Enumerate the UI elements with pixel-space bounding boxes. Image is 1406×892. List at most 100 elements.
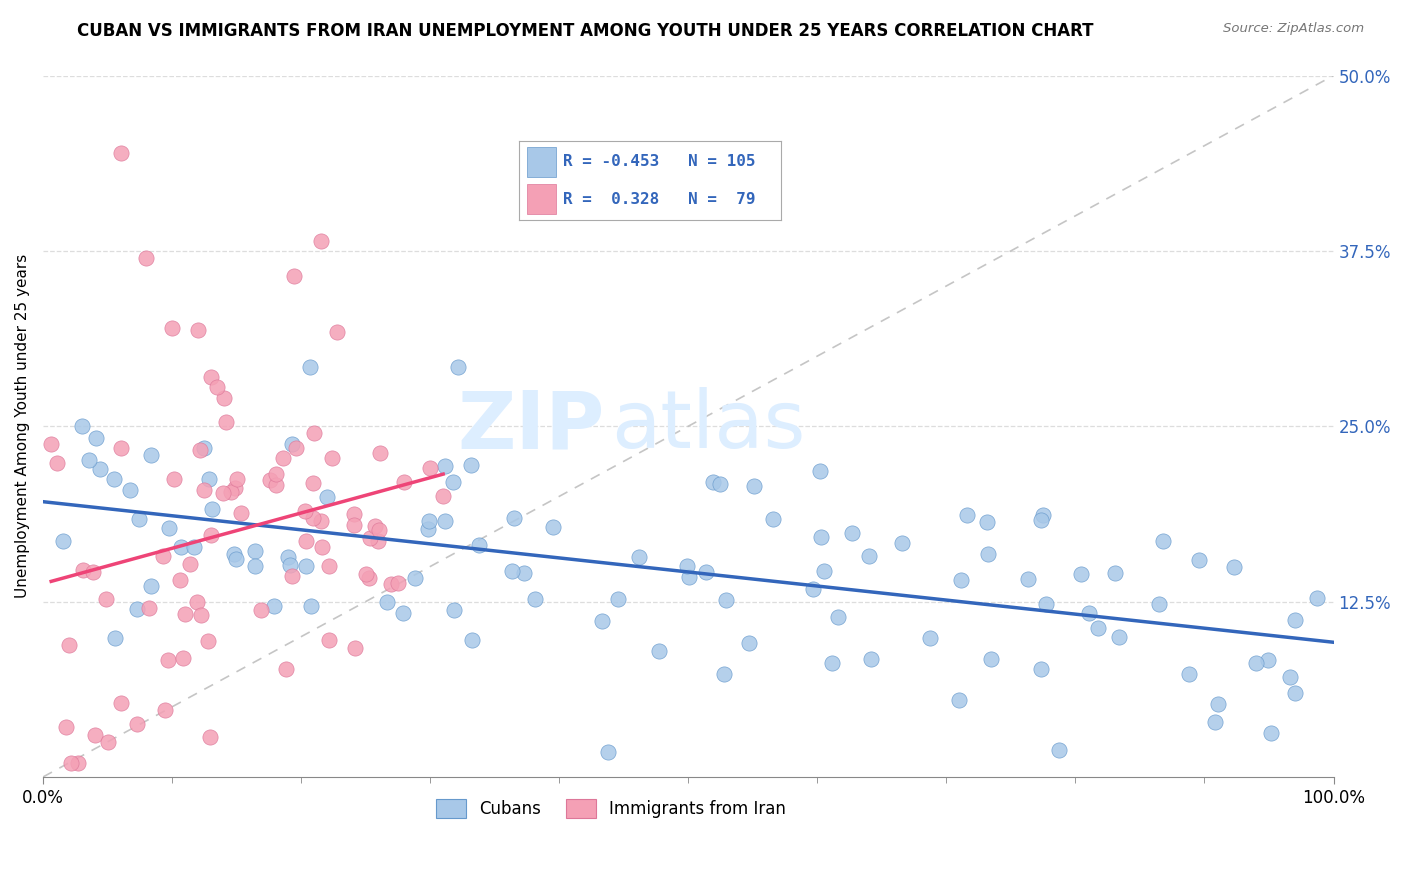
Point: [302, 425, 325, 440]
Point: [200, 370, 222, 384]
Point: [316, 490, 339, 504]
Point: [283, 268, 305, 283]
Point: [1070, 567, 1092, 582]
Point: [1244, 656, 1267, 670]
Point: [363, 519, 385, 533]
Point: [128, 511, 150, 525]
Point: [264, 478, 287, 492]
Point: [245, 558, 267, 573]
Point: [298, 359, 321, 374]
Point: [193, 441, 215, 455]
Point: [193, 483, 215, 497]
Point: [226, 472, 249, 486]
Point: [1047, 742, 1070, 756]
Point: [858, 549, 880, 563]
Text: R =  0.328   N =  79: R = 0.328 N = 79: [564, 192, 756, 207]
Point: [153, 703, 176, 717]
Point: [157, 653, 180, 667]
Point: [89, 462, 111, 476]
Point: [271, 451, 294, 466]
Point: [801, 582, 824, 596]
Point: [59, 756, 82, 770]
Point: [433, 459, 456, 474]
Point: [160, 321, 183, 335]
Point: [198, 472, 221, 486]
Point: [1087, 621, 1109, 635]
Point: [172, 651, 194, 665]
Point: [285, 442, 308, 456]
Point: [55, 720, 77, 734]
Point: [810, 531, 832, 545]
Point: [503, 510, 526, 524]
Point: [1278, 670, 1301, 684]
Point: [1204, 714, 1226, 729]
Point: [318, 633, 340, 648]
Point: [343, 507, 366, 521]
Point: [197, 634, 219, 648]
Point: [163, 472, 186, 486]
Point: [200, 527, 222, 541]
Point: [744, 479, 766, 493]
Point: [170, 541, 193, 555]
Point: [841, 526, 863, 541]
Point: [198, 730, 221, 744]
Point: [249, 603, 271, 617]
Point: [1029, 662, 1052, 676]
Point: [94, 592, 117, 607]
Point: [891, 536, 914, 550]
Point: [245, 544, 267, 558]
Point: [211, 486, 233, 500]
Point: [501, 564, 523, 578]
Point: [1032, 508, 1054, 523]
Point: [103, 472, 125, 486]
Point: [513, 566, 536, 580]
Point: [443, 603, 465, 617]
Point: [259, 473, 281, 487]
Point: [139, 579, 162, 593]
Point: [215, 416, 238, 430]
Point: [678, 570, 700, 584]
Point: [813, 564, 835, 578]
Point: [120, 483, 142, 498]
Point: [309, 514, 332, 528]
Point: [762, 512, 785, 526]
Point: [949, 573, 972, 587]
Point: [1306, 591, 1329, 606]
Point: [523, 591, 546, 606]
Point: [277, 549, 299, 564]
Point: [1188, 553, 1211, 567]
Point: [45, 457, 67, 471]
Point: [190, 607, 212, 622]
Point: [980, 651, 1002, 665]
Point: [280, 558, 302, 572]
Point: [359, 571, 381, 585]
Point: [976, 515, 998, 529]
Point: [1035, 597, 1057, 611]
Point: [321, 451, 343, 466]
Point: [83, 728, 105, 742]
Point: [432, 489, 454, 503]
Point: [205, 380, 228, 394]
Point: [157, 521, 180, 535]
Point: [302, 476, 325, 491]
Point: [183, 540, 205, 554]
Point: [977, 547, 1000, 561]
Point: [135, 251, 157, 265]
Point: [325, 325, 347, 339]
Point: [39, 437, 62, 451]
Point: [607, 591, 630, 606]
Point: [188, 443, 211, 458]
Point: [859, 652, 882, 666]
Text: R = -0.453   N = 105: R = -0.453 N = 105: [564, 154, 756, 169]
Point: [434, 514, 457, 528]
Point: [187, 323, 209, 337]
Point: [1108, 631, 1130, 645]
Point: [281, 437, 304, 451]
Point: [416, 522, 439, 536]
Point: [152, 549, 174, 564]
Point: [359, 531, 381, 545]
Point: [648, 644, 671, 658]
Point: [1178, 667, 1201, 681]
Point: [1222, 559, 1244, 574]
Point: [229, 506, 252, 520]
